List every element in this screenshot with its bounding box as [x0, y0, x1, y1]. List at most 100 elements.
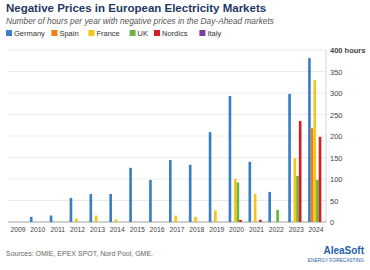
bar: [316, 180, 319, 222]
bar: [97, 222, 100, 223]
x-tick-label: 2012: [70, 226, 85, 233]
bar: [63, 222, 66, 223]
bar: [321, 222, 324, 223]
legend-swatch: [154, 30, 160, 36]
bar: [13, 222, 16, 223]
x-tick-label: 2022: [269, 226, 284, 233]
bar: [70, 198, 73, 222]
legend-label: France: [96, 29, 119, 38]
bar: [132, 222, 135, 223]
bar: [152, 222, 155, 223]
bar: [140, 222, 143, 223]
bar: [222, 222, 225, 223]
title: Negative Prices in European Electricity …: [6, 2, 266, 14]
grid-line: [8, 93, 326, 94]
bar: [160, 222, 163, 223]
bar: [256, 222, 259, 223]
bar: [100, 222, 103, 223]
legend-label: UK: [138, 29, 148, 38]
bar: [211, 222, 214, 223]
bar: [313, 80, 316, 222]
bar: [72, 222, 75, 223]
bar: [237, 182, 240, 222]
bar: [120, 222, 123, 223]
bar: [262, 222, 265, 223]
y-tick-label: 400 hours: [330, 46, 365, 55]
bar: [137, 222, 140, 223]
bar: [282, 222, 285, 223]
bar: [10, 222, 13, 223]
x-tick-label: 2013: [90, 226, 105, 233]
x-tick-label: 2009: [10, 226, 25, 233]
grid-line: [8, 136, 326, 137]
x-tick-label: 2021: [249, 226, 264, 233]
chart: Negative Prices in European Electricity …: [0, 0, 370, 270]
bar: [154, 222, 157, 223]
bar: [296, 176, 299, 222]
bar: [259, 220, 262, 222]
x-tick-label: 2015: [130, 226, 145, 233]
legend-label: Nordics: [162, 29, 188, 38]
bar: [254, 194, 257, 222]
bar: [43, 222, 46, 223]
bar: [33, 222, 36, 223]
bar: [202, 222, 205, 223]
bar: [75, 219, 78, 222]
legend-swatch: [51, 30, 57, 36]
bar: [288, 94, 291, 222]
y-axis: [326, 50, 327, 222]
bar: [197, 222, 200, 223]
x-tick-label: 2023: [289, 226, 304, 233]
bar: [38, 222, 41, 223]
legend-label: Italy: [207, 29, 221, 38]
bar: [268, 192, 271, 222]
bar: [192, 222, 195, 223]
bar: [60, 222, 63, 223]
bar: [80, 222, 83, 223]
x-tick-label: 2017: [169, 226, 184, 233]
subtitle: Number of hours per year with negative p…: [6, 16, 274, 26]
x-tick-label: 2016: [150, 226, 165, 233]
y-tick-label: 100: [330, 175, 343, 184]
bar: [157, 222, 160, 223]
bar: [276, 210, 279, 222]
bar: [30, 217, 33, 222]
bar: [23, 222, 26, 223]
grid-line: [8, 200, 326, 201]
bar: [50, 216, 53, 222]
bar: [95, 216, 98, 222]
bar: [123, 222, 126, 223]
bar: [117, 222, 120, 223]
grid-line: [8, 179, 326, 180]
bar: [40, 222, 43, 223]
bar: [301, 222, 304, 223]
x-tick-label: 2010: [30, 226, 45, 233]
bar: [18, 222, 21, 223]
y-tick-label: 250: [330, 111, 343, 120]
bar: [149, 180, 152, 222]
bar: [219, 222, 222, 223]
y-tick-label: 350: [330, 68, 343, 77]
x-tick-label: 2024: [309, 226, 324, 233]
bar: [279, 222, 282, 223]
bar: [112, 222, 115, 223]
source: Sources: OMIE, EPEX SPOT, Nord Pool, GME…: [6, 250, 153, 257]
x-tick-label: 2020: [229, 226, 244, 233]
bar: [115, 219, 118, 222]
logo-sub: ENERGY FORECASTING: [308, 258, 364, 263]
bar: [180, 222, 183, 223]
bar: [35, 222, 38, 223]
grid-line: [8, 114, 326, 115]
bar: [199, 222, 202, 223]
y-tick-label: 200: [330, 132, 343, 141]
x-tick-label: 2018: [189, 226, 204, 233]
bar: [319, 137, 322, 222]
bar: [274, 222, 277, 223]
bar: [239, 220, 242, 222]
y-tick-label: 150: [330, 154, 343, 163]
bar: [135, 222, 138, 223]
y-tick-label: 50: [330, 197, 338, 206]
bar: [174, 216, 177, 222]
bar: [251, 222, 254, 223]
bar: [169, 160, 172, 222]
